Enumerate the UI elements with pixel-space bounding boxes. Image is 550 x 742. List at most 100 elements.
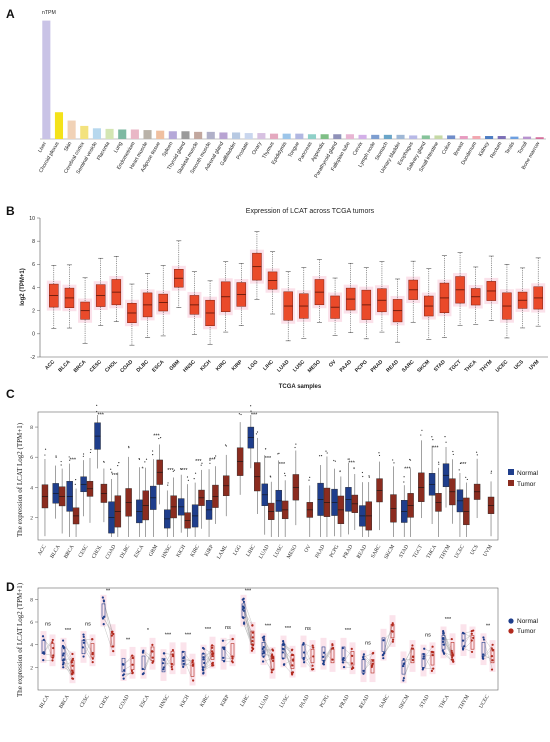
panel-c-box-pair <box>306 476 314 537</box>
panel-b-box <box>296 267 311 339</box>
panel-b-box <box>515 267 530 329</box>
legend-d-normal-label: Normal <box>517 618 539 625</box>
panel-c-box-pair <box>94 404 108 523</box>
panel-d-pair-group <box>40 631 56 667</box>
panel-c-box-pair <box>236 413 244 495</box>
panel-d-tick-label: KIRC <box>199 694 211 709</box>
panel-c-tick-label: BLCA <box>49 544 61 560</box>
panel-b-tick-label: CHOL <box>104 359 119 374</box>
panel-d-tick-label: CESC <box>79 694 91 709</box>
panel-c-box-pair <box>66 456 80 537</box>
panel-d-pair-group <box>400 640 416 684</box>
panel-d-tick-label: COAD <box>118 694 131 710</box>
panel-c-tick-label: COAD <box>105 544 118 560</box>
panel-c-box-pair <box>400 458 414 537</box>
panel-b-tick-label: GBM <box>168 359 181 372</box>
panel-a-bar <box>206 131 215 139</box>
panel-d-pair-group <box>360 650 376 683</box>
panel-a-bar <box>472 136 481 139</box>
panel-b-tick-label: HNSC <box>182 359 197 374</box>
panel-d-ytick-label: 6 <box>30 620 33 626</box>
panel-c-box-pair <box>418 429 425 519</box>
panel-b-box <box>484 255 499 321</box>
panel-d-significance: ns <box>225 625 231 631</box>
panel-b-box <box>328 277 343 336</box>
panel-c-tick-label: UCEC <box>453 544 466 560</box>
panel-d-tick-label: LUSC <box>279 694 291 709</box>
legend-normal-label: Normal <box>517 470 539 477</box>
legend-normal-swatch <box>508 469 514 475</box>
panel-a-bar <box>219 132 228 139</box>
panel-a-bar <box>181 131 190 139</box>
panel-a-bar <box>118 129 127 139</box>
panel-a-bar <box>92 128 101 139</box>
panel-b-tick-label: READ <box>385 359 400 374</box>
panel-a-tick-label: Testis <box>504 141 516 156</box>
panel-b-tick-label: CESC <box>89 359 104 374</box>
panel-a-ylabel: nTPM <box>42 10 56 16</box>
legend-d-tumor-label: Tumor <box>517 628 536 635</box>
panel-c-tick-label: CHOL <box>91 544 104 560</box>
panel-d-tick-label: PAAD <box>298 694 310 709</box>
panel-c-tick-label: OV <box>303 544 312 554</box>
panel-c-box-pair <box>52 455 66 534</box>
panel-d-pair-group <box>220 634 236 670</box>
panel-c-tick-label: GBM <box>148 544 159 558</box>
panel-a-bar <box>282 133 291 139</box>
panel-d-pair-group <box>60 637 76 684</box>
panel-d-tick-label: THYM <box>458 694 471 711</box>
panel-d-tick-label: THCA <box>438 694 451 710</box>
panel-c-box-pair <box>317 450 331 537</box>
panel-d-tick-label: KICH <box>179 694 191 709</box>
panel-c-box-pair <box>205 455 219 537</box>
panel-b-ytick-label: 10 <box>29 216 35 222</box>
panel-a-tick-label: Breast <box>453 141 466 157</box>
panel-c-significance: *** <box>98 413 105 419</box>
panel-c-box-pair <box>177 468 191 537</box>
panel-a-bar <box>80 125 89 139</box>
panel-a-bar <box>42 20 51 139</box>
panel-b-tick-label: LIHC <box>262 359 275 372</box>
panel-a-bar <box>396 134 405 139</box>
legend-d-normal-dot <box>508 618 514 624</box>
panel-c-box-chart: The expression of LCAT Log2 (TPM+1) 2 4 6 8… <box>16 404 539 561</box>
panel-c-tick-label: UVM <box>482 544 494 558</box>
panel-b-box <box>374 261 389 333</box>
panel-d-paired-chart: The expression of LCAT Log2 (TPM+1) 2 4 6 8… <box>16 582 539 710</box>
panel-b-tick-label: PCPG <box>354 359 369 374</box>
panel-c-significance: *** <box>181 468 188 474</box>
panel-d-pair-group <box>200 636 216 677</box>
panel-c-box-pair <box>442 436 456 524</box>
panel-c-tick-label: LUSC <box>273 544 285 559</box>
panel-a-bar <box>345 134 354 139</box>
panel-c-significance: *** <box>153 434 160 440</box>
panel-d-pair-group <box>460 624 476 659</box>
panel-d-pair-group <box>160 642 176 681</box>
panel-b-ylabel: log2 (TPM+1) <box>20 268 26 306</box>
panel-b-box <box>109 256 124 322</box>
panel-b-tick-label: UVM <box>528 359 540 371</box>
panel-d-significance: *** <box>65 628 72 634</box>
panel-d-significance: ** <box>126 637 131 643</box>
panel-c-significance: *** <box>279 462 286 468</box>
panel-b-box <box>140 273 155 338</box>
legend-tumor-label: Tumor <box>517 481 536 488</box>
panel-c-tick-label: KICH <box>175 544 187 559</box>
panel-b-ytick-label: 8 <box>32 239 35 245</box>
panel-a-bar <box>130 129 139 139</box>
panel-b-box <box>281 271 296 342</box>
panel-a-bar <box>522 136 532 139</box>
panel-a-bar <box>307 134 317 139</box>
panel-d-significance: *** <box>285 626 292 632</box>
panel-c-box-pair <box>345 458 359 535</box>
panel-b-tick-label: THYM <box>479 359 494 374</box>
panel-c-frame <box>37 411 499 541</box>
panel-d-pair-group <box>100 594 116 656</box>
panel-d-tick-label: READ <box>358 694 371 710</box>
panel-c-tick-label: PAAD <box>314 544 326 559</box>
panel-d-significance: *** <box>185 633 192 639</box>
panel-d-tick-label: BLCA <box>38 694 50 710</box>
panel-b-box <box>312 259 327 323</box>
panel-a-bar <box>510 136 519 139</box>
panel-d-pair-group <box>120 646 136 681</box>
